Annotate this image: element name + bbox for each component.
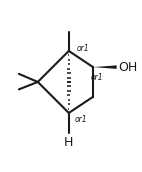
Text: H: H [64, 136, 74, 149]
Polygon shape [93, 65, 117, 69]
Text: or1: or1 [77, 44, 89, 53]
Text: OH: OH [118, 61, 137, 74]
Text: or1: or1 [75, 115, 87, 124]
Text: or1: or1 [90, 73, 103, 82]
